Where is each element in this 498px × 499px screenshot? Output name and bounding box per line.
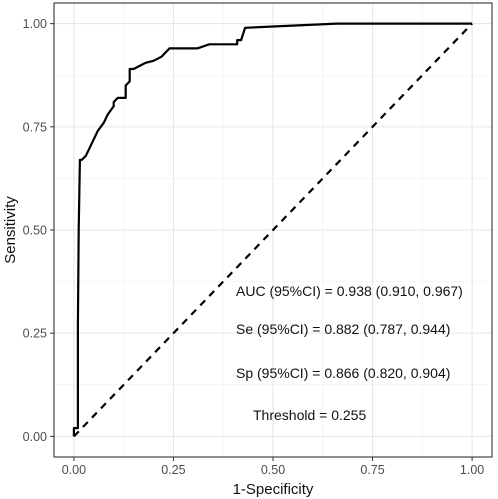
y-tick-label: 1.00 bbox=[23, 17, 47, 31]
grid-layer bbox=[54, 3, 492, 457]
series-layer bbox=[72, 22, 473, 438]
se-annotation: Se (95%CI) = 0.882 (0.787, 0.944) bbox=[236, 321, 450, 337]
auc-annotation: AUC (95%CI) = 0.938 (0.910, 0.967) bbox=[236, 283, 463, 299]
y-axis-title: Sensitivity bbox=[2, 196, 19, 264]
threshold-annotation: Threshold = 0.255 bbox=[253, 407, 366, 423]
y-tick-label: 0.25 bbox=[23, 327, 47, 341]
x-tick-label: 0.50 bbox=[261, 463, 285, 477]
roc-curve-line bbox=[72, 22, 473, 437]
sp-annotation: Sp (95%CI) = 0.866 (0.820, 0.904) bbox=[236, 365, 450, 381]
y-tick-label: 0.50 bbox=[23, 224, 47, 238]
tick-layer: 0.00 0.25 0.50 0.75 1.00 0.00 0.25 0.50 0.75 1.00 bbox=[23, 17, 485, 477]
x-tick-label: 1.00 bbox=[460, 463, 484, 477]
x-axis-title: 1-Specificity bbox=[233, 481, 314, 498]
x-tick-label: 0.75 bbox=[360, 463, 384, 477]
reference-diagonal-line bbox=[73, 22, 473, 438]
y-tick-label: 0.00 bbox=[23, 430, 47, 444]
y-tick-label: 0.75 bbox=[23, 120, 47, 134]
x-tick-label: 0.25 bbox=[161, 463, 185, 477]
x-tick-label: 0.00 bbox=[62, 463, 86, 477]
